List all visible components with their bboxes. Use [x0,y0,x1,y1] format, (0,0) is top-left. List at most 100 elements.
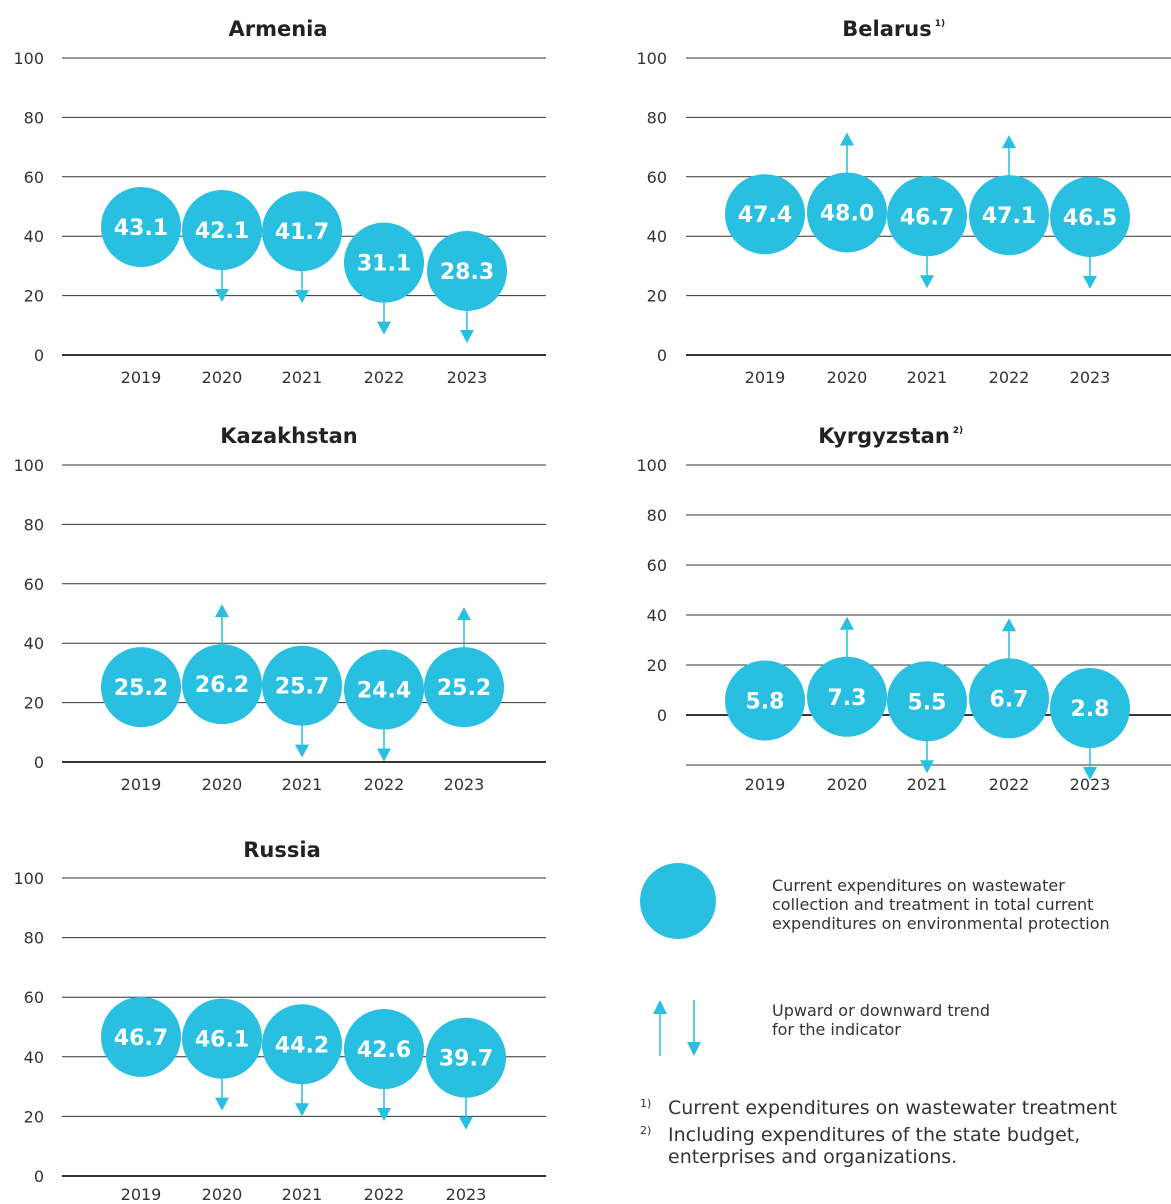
data-bubble [427,230,507,311]
chart-belarus: Belarus 1) 0 20 40 60 80 100 2019 2020 2021 2022 202… [636,17,1171,387]
data-label: 7.3 [828,686,867,711]
x-tick-label: 2022 [989,775,1030,794]
x-tick-label: 2020 [827,368,868,387]
data-label: 43.1 [114,216,168,241]
data-label: 5.8 [746,690,785,715]
data-bubble [725,660,805,741]
data-bubble [1050,176,1130,257]
data-bubble [262,1004,342,1085]
data-label: 24.4 [357,679,411,704]
data-label: 39.7 [439,1047,493,1072]
y-tick-label: 40 [24,1048,44,1067]
data-bubble [426,1017,506,1098]
y-tick-label: 20 [24,287,44,306]
chart-title: Kazakhstan [220,424,357,448]
y-tick-label: 0 [34,1167,44,1186]
data-bubble [887,661,967,742]
data-label: 25.7 [275,675,329,700]
data-label: 25.2 [437,676,491,701]
data-bubble [807,656,887,737]
data-bubble [262,191,342,272]
data-bubble [344,222,424,303]
chart-title: Belarus [842,17,931,41]
footnote-2-mark: 2) [640,1124,652,1137]
data-label: 25.2 [114,676,168,701]
x-tick-label: 2020 [202,775,243,794]
x-tick-label: 2021 [907,368,948,387]
data-label: 47.1 [982,204,1036,229]
data-bubble [101,647,181,728]
data-label: 42.6 [357,1038,411,1063]
data-label: 44.2 [275,1033,329,1058]
y-tick-label: 80 [24,929,44,948]
legend-down-arrow-icon [687,1000,701,1056]
data-bubble [182,644,262,725]
footnote-2: 2) Including expenditures of the state b… [640,1124,1081,1168]
title-footnote-mark: 2) [953,426,963,436]
x-tick-label: 2021 [907,775,948,794]
x-tick-label: 2019 [121,368,162,387]
legend-circle-line-2: collection and treatment in total curren… [772,895,1094,914]
chart-kazakhstan: Kazakhstan 0 20 40 60 80 100 2019 2020 2021 2022 20… [13,424,546,794]
data-label: 47.4 [738,203,792,228]
data-label: 28.3 [440,260,494,285]
data-bubble [424,647,504,728]
data-bubble [725,174,805,255]
data-bubble [101,996,181,1077]
data-label: 2.8 [1071,697,1110,722]
x-tick-label: 2023 [1070,368,1111,387]
legend-circle-line-1: Current expenditures on wastewater [772,876,1065,895]
data-label: 46.7 [900,205,954,230]
data-label: 41.7 [275,220,329,245]
y-tick-label: 100 [13,869,44,888]
y-tick-label: 20 [24,694,44,713]
x-tick-label: 2023 [447,368,488,387]
footnote-1-mark: 1) [640,1097,652,1110]
y-tick-label: 0 [34,753,44,772]
y-tick-label: 60 [647,168,667,187]
legend-circle-text: Current expenditures on wastewater colle… [772,876,1110,933]
y-tick-label: 60 [24,575,44,594]
y-tick-label: 80 [24,108,44,127]
chart-title: Russia [243,838,321,862]
x-tick-label: 2020 [202,1185,243,1204]
data-label: 31.1 [357,252,411,277]
data-label: 46.1 [195,1028,249,1053]
chart-kyrgyzstan: Kyrgyzstan 2) 0 20 40 60 80 100 2019 2020 2021 2022… [636,424,1171,794]
y-tick-label: 60 [647,556,667,575]
data-bubble [182,189,262,270]
y-tick-label: 60 [24,168,44,187]
x-tick-label: 2019 [745,775,786,794]
footnote-2-line-1: Including expenditures of the state budg… [668,1124,1081,1146]
y-tick-label: 80 [647,108,667,127]
data-bubble [344,649,424,730]
x-tick-label: 2023 [444,775,485,794]
y-tick-label: 40 [24,227,44,246]
y-tick-label: 100 [636,49,667,68]
legend-arrow-text: Upward or downward trend for the indicat… [772,1001,990,1039]
y-tick-label: 20 [24,1107,44,1126]
x-tick-label: 2023 [1070,775,1111,794]
legend-circle-line-3: expenditures on environmental protection [772,914,1110,933]
data-bubble [344,1009,424,1090]
data-bubble [807,172,887,253]
data-bubble [887,176,967,257]
data-label: 6.7 [990,687,1029,712]
data-label: 46.7 [114,1026,168,1051]
x-tick-label: 2022 [364,775,405,794]
y-tick-label: 20 [647,287,667,306]
x-tick-label: 2022 [364,368,405,387]
legend-up-arrow-icon [653,1000,667,1056]
x-tick-label: 2019 [745,368,786,387]
y-tick-label: 100 [13,456,44,475]
chart-title: Kyrgyzstan [818,424,950,448]
legend-arrow-line-2: for the indicator [772,1020,901,1039]
x-tick-label: 2019 [121,1185,162,1204]
title-footnote-mark: 1) [935,19,945,29]
x-tick-label: 2022 [989,368,1030,387]
data-label: 48.0 [820,201,874,226]
x-tick-label: 2021 [282,775,323,794]
legend-graphics [640,863,716,1056]
chart-russia: Russia 0 20 40 60 80 100 2019 2020 2021 2022 2023 46… [13,838,546,1204]
data-label: 46.5 [1063,206,1117,231]
